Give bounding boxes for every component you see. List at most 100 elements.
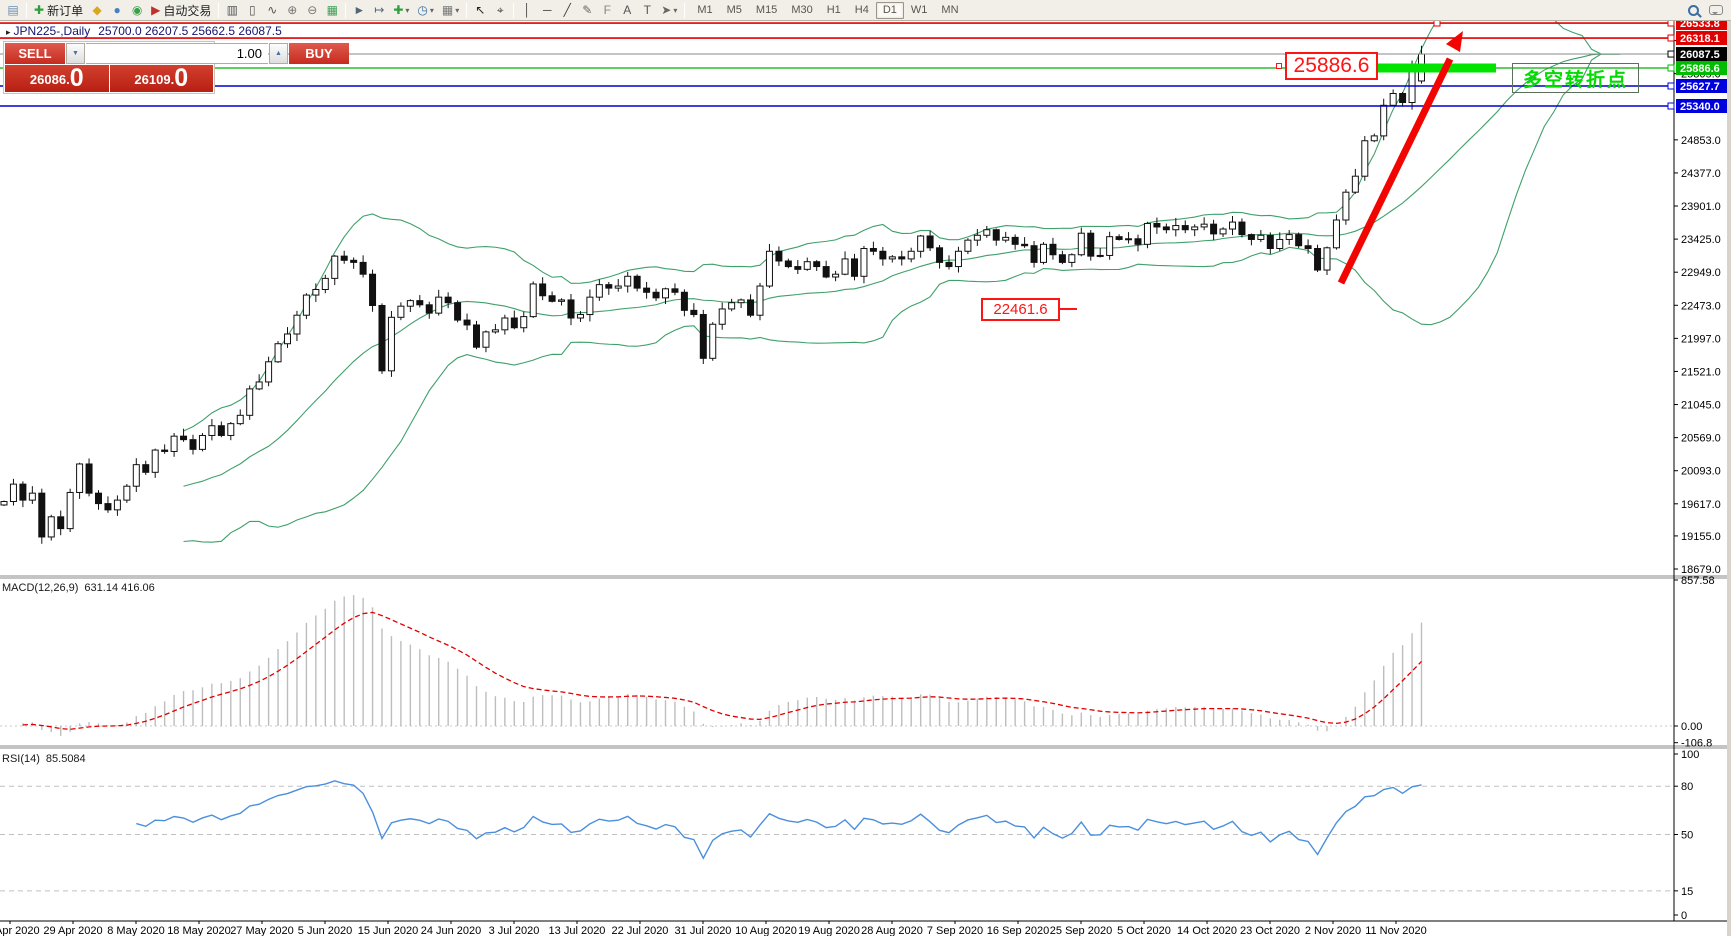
price-line-tag[interactable] (1676, 99, 1729, 113)
toolbar-separator (466, 2, 468, 18)
arrows-icon[interactable]: ➤ ▾ (657, 1, 681, 20)
new-order-button[interactable]: ✚ 新订单 (30, 1, 87, 20)
price-line-anchor[interactable] (1667, 50, 1675, 58)
resistance-price-label[interactable]: 25886.6 (1285, 52, 1378, 80)
line-chart-icon[interactable]: ∿ (262, 1, 282, 20)
green-zone-bar[interactable] (1368, 63, 1496, 73)
line-handle[interactable] (1433, 21, 1441, 27)
rsi-tick-label: 50 (1681, 830, 1693, 842)
bar-chart-icon[interactable]: ▥ (222, 1, 242, 20)
zoom-out-icon: ⊖ (307, 3, 318, 17)
date-tick-label: 28 Aug 2020 (861, 925, 923, 936)
price-line-anchor[interactable] (1667, 102, 1675, 110)
price-line-tag-label: 25627.7 (1680, 81, 1720, 93)
timeframe-w1[interactable]: W1 (910, 4, 928, 16)
trendline-icon[interactable]: ╱ (557, 1, 577, 20)
price-line-anchor[interactable] (1667, 21, 1675, 27)
date-tick-label: 19 Aug 2020 (798, 925, 860, 936)
zoom-in-icon[interactable]: ⊕ (282, 1, 302, 20)
sell-price-tile[interactable]: 26086 . 0 (5, 65, 109, 92)
timeframe-d1[interactable]: D1 (875, 1, 904, 19)
autotrading-button[interactable]: ▶ 自动交易 (147, 1, 215, 20)
periods-icon-dropdown[interactable]: ▾ (429, 5, 434, 15)
add-indicator-button-dropdown[interactable]: ▾ (405, 5, 410, 15)
toolbar-items: ▤ ✚ 新订单 ◆ ● ◉ ▶ 自动交易 ▥ ▯ ∿ ⊕ ⊖ ▦ ► ↦ ✚ ▾ ◷ ▾ ▦ ▾ ↖ ⌖ │ ─ ╱ ✎ F A T ➤ ▾ (3, 1, 688, 20)
auto-scroll-icon[interactable]: ► (349, 1, 369, 20)
price-axis[interactable]: 26281.025805.024853.024377.023901.023425… (0, 21, 1731, 922)
price-line-tag[interactable] (1676, 61, 1729, 76)
bollinger-bands (183, 21, 1620, 543)
date-tick-label: 31 Jul 2020 (675, 925, 732, 936)
arrows-icon-dropdown[interactable]: ▾ (673, 5, 678, 15)
price-tick-label: 21997.0 (1681, 333, 1721, 345)
date-tick-label: 20 Apr 2020 (0, 925, 40, 936)
price-tick-label: 20093.0 (1681, 466, 1721, 478)
sell-button[interactable]: SELL (5, 43, 65, 64)
timeframe-h1[interactable]: H1 (826, 4, 841, 16)
add-indicator-button[interactable]: ✚ ▾ (389, 1, 413, 20)
volume-decrease-button[interactable]: ▼ (66, 43, 85, 64)
fibonacci-icon[interactable]: ✎ (577, 1, 597, 20)
chart-shift-icon[interactable]: ↦ (369, 1, 389, 20)
timeframe-m30[interactable]: M30 (791, 4, 813, 16)
support-price-label[interactable]: 22461.6 (981, 298, 1060, 321)
price-line-anchor[interactable] (1667, 64, 1675, 72)
macd-tick-label: -106.8 (1681, 738, 1712, 750)
text-icon[interactable]: A (617, 1, 637, 20)
rsi-tick-label: 15 (1681, 886, 1693, 898)
zoom-out-icon[interactable]: ⊖ (302, 1, 322, 20)
price-line-anchor[interactable] (1667, 34, 1675, 42)
candlestick-icon[interactable]: ▯ (242, 1, 262, 20)
rsi-tick-label: 100 (1681, 749, 1699, 761)
tile-windows-icon[interactable]: ▦ (322, 1, 342, 20)
timeframe-h4[interactable]: H4 (854, 4, 869, 16)
resistance-label-handle[interactable] (1276, 63, 1282, 69)
templates-icon[interactable]: ▦ ▾ (438, 1, 463, 20)
price-line-tag[interactable] (1676, 79, 1729, 94)
chat-icon[interactable] (1709, 5, 1723, 15)
price-line-tag[interactable] (1676, 21, 1729, 31)
zoom-in-icon: ⊕ (287, 3, 298, 17)
price-line-anchor[interactable] (1667, 82, 1675, 90)
trendline-icon: ╱ (563, 3, 571, 17)
styler-icon[interactable]: ◆ (87, 1, 107, 20)
date-tick-label: 5 Oct 2020 (1117, 925, 1171, 936)
price-tick-label: 22473.0 (1681, 300, 1721, 312)
turning-point-note[interactable]: 多空转折点 (1512, 63, 1639, 93)
search-icon[interactable] (1688, 4, 1699, 16)
date-tick-label: 15 Jun 2020 (358, 925, 419, 936)
text-icon: A (623, 3, 632, 17)
buy-price-tile[interactable]: 26109 . 0 (109, 65, 213, 92)
rsi-tick-label: 80 (1681, 781, 1693, 793)
cursor-icon[interactable]: ↖ (470, 1, 490, 20)
templates-icon-dropdown[interactable]: ▾ (455, 5, 460, 15)
crosshair-icon: ⌖ (496, 2, 504, 17)
price-tick-label: 21045.0 (1681, 400, 1721, 412)
horizontal-line-icon[interactable]: ─ (537, 1, 557, 20)
macd-tick-label: 857.58 (1681, 575, 1715, 587)
crosshair-icon[interactable]: ⌖ (490, 1, 510, 20)
community-icon[interactable]: ● (107, 1, 127, 20)
market-watch-icon[interactable]: ▤ (3, 1, 23, 20)
price-line-tag[interactable] (1676, 31, 1729, 46)
price-line-tag[interactable] (1676, 47, 1729, 62)
periods-icon[interactable]: ◷ ▾ (413, 1, 438, 20)
fibo-grid-icon[interactable]: F (597, 1, 617, 20)
chart-ohlc-readout: 25700.0 26207.5 25662.5 26087.5 (98, 24, 282, 38)
timeframe-m1[interactable]: M1 (697, 4, 713, 16)
signals-icon[interactable]: ◉ (127, 1, 147, 20)
vertical-line-icon[interactable]: │ (517, 1, 537, 20)
buy-button[interactable]: BUY (289, 43, 349, 64)
volume-input[interactable] (86, 43, 268, 64)
trend-arrow[interactable] (1337, 31, 1463, 285)
volume-increase-button[interactable]: ▲ (269, 43, 288, 64)
rsi-tick-label: 0 (1681, 910, 1687, 922)
price-line-tag-label: 25340.0 (1680, 101, 1720, 113)
cursor-icon: ↖ (475, 3, 486, 17)
timeframe-m5[interactable]: M5 (726, 4, 742, 16)
line-chart-icon: ∿ (267, 3, 278, 17)
timeframe-m15[interactable]: M15 (755, 4, 778, 16)
text-label-icon[interactable]: T (637, 1, 657, 20)
timeframe-mn[interactable]: MN (941, 4, 959, 16)
